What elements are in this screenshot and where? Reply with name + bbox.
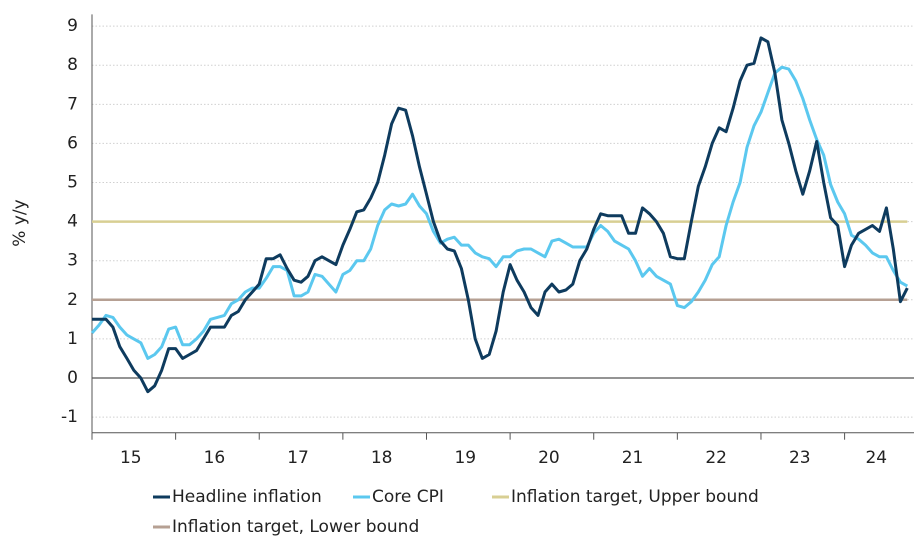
y-tick-label: 6 <box>67 133 78 153</box>
x-tick-label: 19 <box>454 448 476 468</box>
x-tick-label: 18 <box>371 448 393 468</box>
x-tick-label: 24 <box>865 448 887 468</box>
legend-label: Inflation target, Lower bound <box>172 517 419 537</box>
y-tick-label: 9 <box>67 16 78 36</box>
x-tick-label: 21 <box>622 448 644 468</box>
legend-label: Core CPI <box>372 487 444 507</box>
x-tick-label: 17 <box>287 448 309 468</box>
y-tick-label: 1 <box>67 329 78 349</box>
x-tick-label: 15 <box>120 448 142 468</box>
series-line <box>90 65 909 360</box>
y-tick-label: 2 <box>67 290 78 310</box>
y-tick-label: 0 <box>67 368 78 388</box>
y-tick-label: -1 <box>61 407 78 427</box>
legend-label: Inflation target, Upper bound <box>511 487 759 507</box>
x-tick-label: 22 <box>705 448 727 468</box>
x-tick-label: 23 <box>789 448 811 468</box>
y-tick-label: 8 <box>67 55 78 75</box>
y-tick-label: 3 <box>67 251 78 271</box>
y-axis-label: % y/y <box>10 199 30 246</box>
legend-label: Headline inflation <box>172 487 322 507</box>
series-line <box>92 36 909 394</box>
y-tick-label: 5 <box>67 173 78 193</box>
x-tick-label: 20 <box>538 448 560 468</box>
y-tick-label: 4 <box>67 212 78 232</box>
x-tick-label: 16 <box>204 448 226 468</box>
y-tick-label: 7 <box>67 94 78 114</box>
